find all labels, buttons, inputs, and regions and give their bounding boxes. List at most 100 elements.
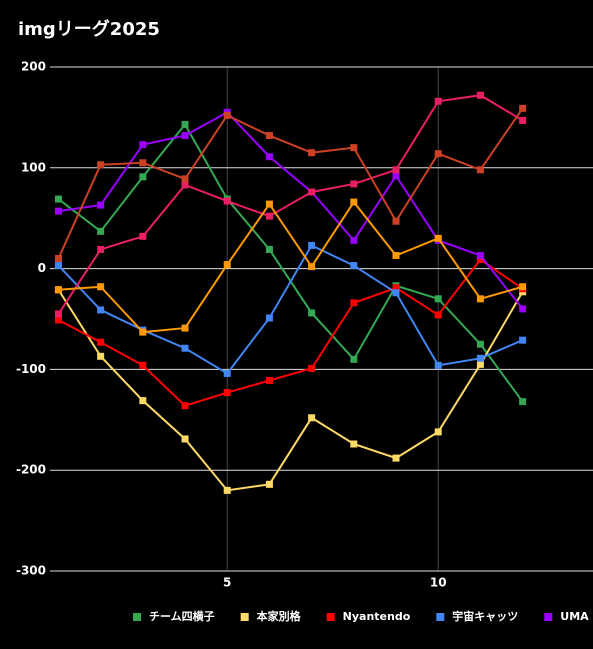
point bbox=[519, 104, 527, 112]
point bbox=[392, 284, 400, 292]
y-tick-label: 0 bbox=[38, 261, 46, 275]
point bbox=[476, 91, 484, 99]
point bbox=[97, 245, 105, 253]
point bbox=[392, 454, 400, 462]
point bbox=[392, 166, 400, 174]
point bbox=[476, 256, 484, 264]
point bbox=[139, 173, 147, 181]
point bbox=[97, 201, 105, 209]
point bbox=[519, 116, 527, 124]
series-line bbox=[57, 258, 524, 407]
point bbox=[54, 195, 62, 203]
point bbox=[350, 355, 358, 363]
point bbox=[392, 217, 400, 225]
series-line bbox=[57, 289, 524, 492]
point bbox=[519, 398, 527, 406]
point bbox=[181, 175, 189, 183]
x-tick-label: 10 bbox=[430, 576, 447, 590]
series-line bbox=[58, 111, 524, 310]
point bbox=[308, 309, 316, 317]
point bbox=[139, 361, 147, 369]
point bbox=[308, 414, 316, 422]
point bbox=[476, 251, 484, 259]
point bbox=[223, 197, 231, 205]
point bbox=[97, 283, 105, 291]
point bbox=[308, 263, 316, 271]
point bbox=[308, 149, 316, 157]
point bbox=[476, 354, 484, 362]
series-line bbox=[57, 107, 524, 259]
y-tick-label: 200 bbox=[21, 60, 46, 74]
point bbox=[350, 236, 358, 244]
series-line bbox=[58, 200, 523, 334]
point bbox=[434, 295, 442, 303]
point bbox=[54, 255, 62, 263]
legend-swatch bbox=[436, 613, 445, 621]
point bbox=[476, 166, 484, 174]
point bbox=[265, 245, 273, 253]
point bbox=[265, 153, 273, 161]
legend-swatch bbox=[544, 613, 553, 621]
point bbox=[519, 336, 527, 344]
point bbox=[223, 369, 231, 377]
point bbox=[223, 111, 231, 119]
point bbox=[392, 251, 400, 259]
point bbox=[434, 234, 442, 242]
point bbox=[476, 295, 484, 303]
point bbox=[54, 286, 62, 294]
point bbox=[181, 344, 189, 352]
point bbox=[265, 480, 273, 488]
y-tick-label: -200 bbox=[16, 463, 46, 477]
legend-label: チーム四横子 bbox=[149, 609, 215, 623]
point bbox=[350, 144, 358, 152]
point bbox=[181, 132, 189, 140]
point bbox=[139, 232, 147, 240]
point bbox=[519, 305, 527, 313]
point bbox=[97, 227, 105, 235]
x-tick-label: 5 bbox=[223, 576, 231, 590]
point bbox=[265, 132, 273, 140]
point bbox=[434, 97, 442, 105]
point bbox=[308, 188, 316, 196]
point bbox=[139, 159, 147, 167]
point bbox=[434, 311, 442, 319]
point bbox=[97, 352, 105, 360]
legend-swatch bbox=[240, 613, 249, 621]
point bbox=[392, 172, 400, 180]
legend-label: 本家別格 bbox=[257, 609, 302, 623]
legend-label: UMA bbox=[560, 610, 589, 623]
point bbox=[181, 181, 189, 189]
point bbox=[139, 328, 147, 336]
y-tick-label: 100 bbox=[21, 160, 46, 174]
legend-swatch bbox=[326, 613, 335, 621]
point bbox=[181, 435, 189, 443]
point bbox=[434, 150, 442, 158]
point bbox=[223, 486, 231, 494]
point bbox=[54, 316, 62, 324]
point bbox=[54, 262, 62, 270]
y-tick-label: -300 bbox=[16, 564, 46, 578]
point bbox=[308, 364, 316, 372]
point bbox=[434, 361, 442, 369]
legend-swatch bbox=[133, 613, 141, 621]
point bbox=[97, 306, 105, 314]
point bbox=[223, 261, 231, 269]
point bbox=[181, 120, 189, 128]
point bbox=[265, 376, 273, 384]
point bbox=[181, 324, 189, 332]
point bbox=[350, 198, 358, 206]
point bbox=[265, 314, 273, 322]
point bbox=[476, 340, 484, 348]
legend-label: Nyantendo bbox=[343, 610, 411, 623]
chart-title: imgリーグ2025 bbox=[18, 18, 160, 40]
point bbox=[392, 289, 400, 297]
point bbox=[139, 397, 147, 405]
point bbox=[434, 428, 442, 436]
point bbox=[54, 310, 62, 318]
y-tick-label: -100 bbox=[16, 362, 46, 376]
point bbox=[265, 212, 273, 220]
series-line bbox=[57, 244, 524, 375]
point bbox=[476, 360, 484, 368]
